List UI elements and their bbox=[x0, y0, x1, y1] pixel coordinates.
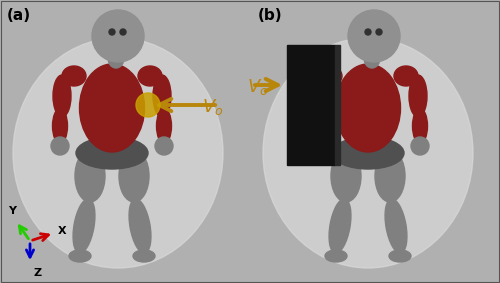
Ellipse shape bbox=[73, 199, 95, 253]
Text: $V_o$: $V_o$ bbox=[202, 97, 224, 117]
Circle shape bbox=[307, 137, 325, 155]
Ellipse shape bbox=[325, 250, 347, 262]
Ellipse shape bbox=[308, 108, 324, 143]
Ellipse shape bbox=[75, 150, 105, 202]
Circle shape bbox=[365, 29, 371, 35]
Ellipse shape bbox=[13, 38, 223, 268]
Circle shape bbox=[92, 10, 144, 62]
Circle shape bbox=[376, 29, 382, 35]
Bar bbox=[251, 0, 500, 283]
Ellipse shape bbox=[62, 66, 86, 86]
Text: (a): (a) bbox=[7, 8, 31, 23]
Ellipse shape bbox=[156, 108, 172, 143]
Text: $V_o$: $V_o$ bbox=[248, 77, 268, 97]
Ellipse shape bbox=[119, 150, 149, 202]
Text: Y: Y bbox=[8, 206, 16, 216]
Ellipse shape bbox=[133, 250, 155, 262]
Bar bbox=[287, 45, 335, 165]
Ellipse shape bbox=[336, 64, 400, 152]
Ellipse shape bbox=[329, 199, 351, 253]
Ellipse shape bbox=[129, 199, 151, 253]
Ellipse shape bbox=[394, 66, 418, 86]
Ellipse shape bbox=[309, 75, 327, 117]
Ellipse shape bbox=[331, 150, 361, 202]
Circle shape bbox=[51, 137, 69, 155]
Ellipse shape bbox=[76, 137, 148, 169]
Circle shape bbox=[155, 137, 173, 155]
Ellipse shape bbox=[69, 250, 91, 262]
Ellipse shape bbox=[385, 199, 407, 253]
Text: X: X bbox=[58, 226, 66, 236]
Bar bbox=[0, 0, 251, 283]
Ellipse shape bbox=[153, 75, 171, 117]
Bar bbox=[335, 45, 340, 165]
Ellipse shape bbox=[389, 250, 411, 262]
Circle shape bbox=[136, 93, 160, 117]
Ellipse shape bbox=[318, 66, 342, 86]
Ellipse shape bbox=[80, 64, 144, 152]
Ellipse shape bbox=[412, 108, 428, 143]
Ellipse shape bbox=[409, 75, 427, 117]
Ellipse shape bbox=[108, 48, 124, 68]
Circle shape bbox=[348, 10, 400, 62]
Ellipse shape bbox=[375, 150, 405, 202]
Circle shape bbox=[411, 137, 429, 155]
Ellipse shape bbox=[52, 108, 68, 143]
Ellipse shape bbox=[263, 38, 473, 268]
Ellipse shape bbox=[364, 48, 380, 68]
Text: (b): (b) bbox=[258, 8, 282, 23]
Circle shape bbox=[120, 29, 126, 35]
Ellipse shape bbox=[138, 66, 162, 86]
Circle shape bbox=[109, 29, 115, 35]
Ellipse shape bbox=[332, 137, 404, 169]
Text: Z: Z bbox=[33, 268, 41, 278]
Ellipse shape bbox=[53, 75, 71, 117]
